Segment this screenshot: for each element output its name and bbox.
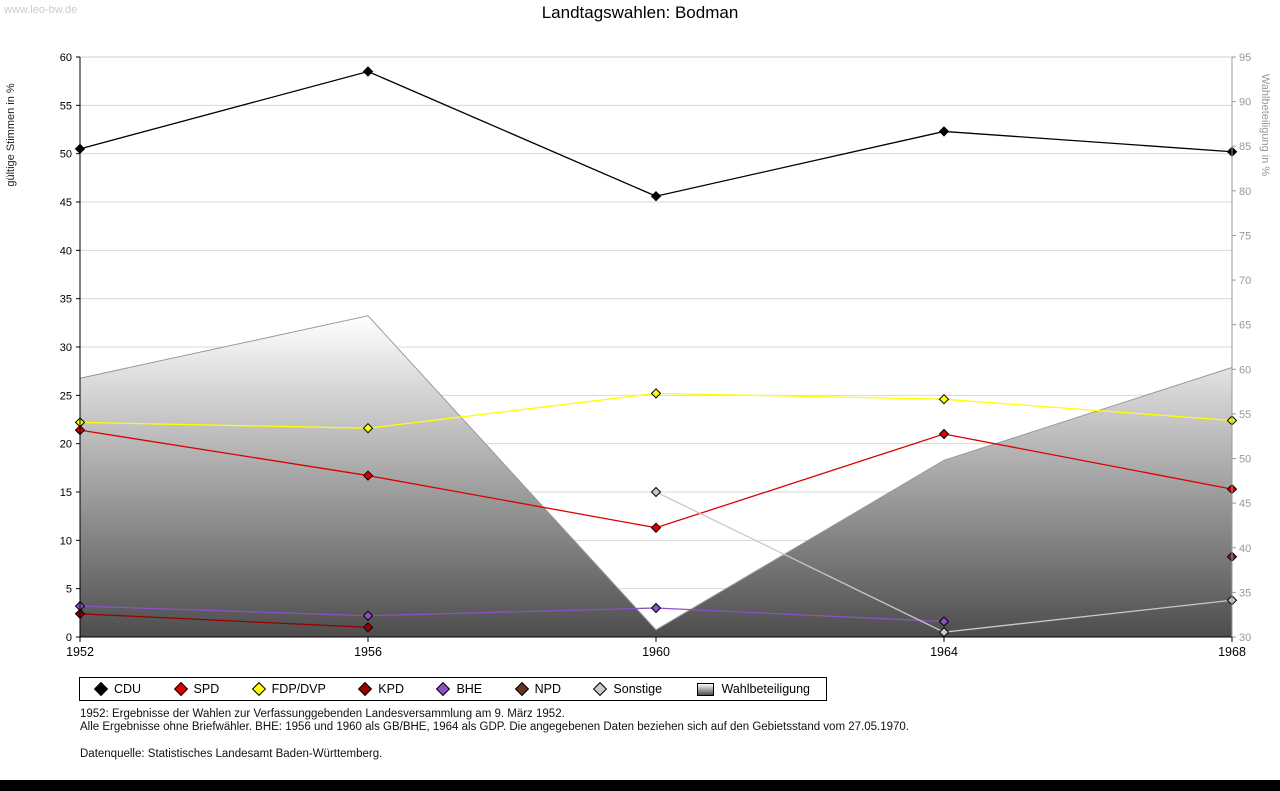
legend-diamond-icon bbox=[251, 681, 266, 697]
legend-area-swatch bbox=[696, 682, 714, 696]
svg-text:20: 20 bbox=[60, 439, 72, 451]
footer-bar bbox=[0, 780, 1280, 791]
svg-text:45: 45 bbox=[60, 197, 72, 209]
legend-diamond-icon bbox=[358, 681, 373, 697]
series-BHE bbox=[74, 600, 950, 627]
legend-label: KPD bbox=[378, 682, 404, 696]
data-source-note: Datenquelle: Statistisches Landesamt Bad… bbox=[80, 748, 383, 760]
svg-text:45: 45 bbox=[1239, 498, 1251, 510]
svg-text:40: 40 bbox=[1239, 543, 1251, 555]
svg-text:40: 40 bbox=[60, 245, 72, 257]
svg-text:35: 35 bbox=[60, 294, 72, 306]
svg-text:50: 50 bbox=[1239, 454, 1251, 466]
svg-text:30: 30 bbox=[1239, 632, 1251, 644]
marker-SPD bbox=[938, 428, 950, 440]
series-Sonstige bbox=[650, 486, 1238, 638]
svg-text:55: 55 bbox=[1239, 409, 1251, 421]
marker-CDU bbox=[362, 66, 374, 77]
marker-SPD bbox=[362, 470, 374, 481]
marker-FDP/DVP bbox=[362, 422, 374, 434]
legend-item-SPD: SPD bbox=[173, 681, 220, 697]
chart-legend: CDU SPD FDP/DVP KPD BHE NPD Sonstige Wahlbeteil… bbox=[79, 677, 827, 701]
footnote-2: Alle Ergebnisse ohne Briefwähler. BHE: 1… bbox=[80, 721, 909, 733]
series-CDU bbox=[74, 66, 1238, 202]
svg-text:30: 30 bbox=[60, 342, 72, 354]
legend-label: CDU bbox=[114, 682, 142, 696]
svg-text:1964: 1964 bbox=[930, 645, 958, 659]
legend-item-FDP-DVP: FDP/DVP bbox=[251, 681, 326, 697]
legend-item-BHE: BHE bbox=[436, 681, 483, 697]
legend-diamond-icon bbox=[593, 681, 608, 697]
svg-text:60: 60 bbox=[60, 52, 72, 64]
footnote-1: 1952: Ergebnisse der Wahlen zur Verfassu… bbox=[80, 708, 565, 720]
election-chart: 0 5 10 15 20 25 30 35 40 45 50 55 60 30 35 40 45 50 55 60 65… bbox=[5, 52, 1271, 659]
marker-BHE bbox=[650, 602, 662, 614]
marker-BHE bbox=[938, 616, 950, 627]
legend-label: BHE bbox=[456, 682, 483, 696]
legend-label: Sonstige bbox=[613, 682, 663, 696]
legend-diamond-icon bbox=[173, 681, 188, 697]
svg-text:80: 80 bbox=[1239, 186, 1251, 198]
legend-label: NPD bbox=[534, 682, 561, 696]
svg-text:90: 90 bbox=[1239, 97, 1251, 109]
legend-label: Wahlbeteiligung bbox=[721, 682, 810, 696]
svg-text:15: 15 bbox=[60, 487, 72, 499]
svg-text:35: 35 bbox=[1239, 587, 1251, 599]
svg-text:70: 70 bbox=[1239, 275, 1251, 287]
svg-text:1952: 1952 bbox=[66, 645, 94, 659]
svg-text:55: 55 bbox=[60, 100, 72, 112]
area-wahlbeteiligung bbox=[80, 315, 1232, 637]
marker-BHE bbox=[362, 610, 374, 621]
legend-diamond-icon bbox=[514, 681, 529, 697]
svg-text:95: 95 bbox=[1239, 52, 1251, 64]
marker-CDU bbox=[650, 190, 662, 202]
right-axis-title: Wahlbeteiligung in % bbox=[1259, 74, 1271, 177]
svg-text:5: 5 bbox=[66, 584, 72, 596]
marker-CDU bbox=[938, 126, 950, 137]
svg-text:60: 60 bbox=[1239, 364, 1251, 376]
svg-text:10: 10 bbox=[60, 535, 72, 547]
svg-text:65: 65 bbox=[1239, 320, 1251, 332]
legend-label: SPD bbox=[193, 682, 220, 696]
legend-label: FDP/DVP bbox=[271, 682, 326, 696]
left-axis-title: gültige Stimmen in % bbox=[5, 83, 17, 187]
marker-SPD bbox=[650, 522, 662, 533]
legend-item-KPD: KPD bbox=[358, 681, 404, 697]
svg-text:0: 0 bbox=[66, 632, 72, 644]
svg-text:1968: 1968 bbox=[1218, 645, 1246, 659]
legend-diamond-icon bbox=[93, 681, 109, 697]
marker-FDP/DVP bbox=[938, 393, 950, 405]
legend-diamond-icon bbox=[436, 681, 451, 697]
marker-KPD bbox=[362, 622, 374, 633]
legend-item-Wahlbeteiligung: Wahlbeteiligung bbox=[696, 682, 810, 696]
svg-text:85: 85 bbox=[1239, 141, 1251, 153]
series-SPD bbox=[74, 424, 1238, 533]
legend-item-Sonstige: Sonstige bbox=[593, 681, 663, 697]
watermark: www.leo-bw.de bbox=[4, 4, 78, 16]
left-axis: 0 5 10 15 20 25 30 35 40 45 50 55 60 bbox=[60, 52, 80, 644]
x-axis: 1952 1956 1960 1964 1968 bbox=[66, 637, 1246, 659]
right-axis: 30 35 40 45 50 55 60 65 70 75 80 85 90 95 bbox=[1232, 52, 1251, 644]
legend-item-CDU: CDU bbox=[93, 681, 142, 697]
legend-item-NPD: NPD bbox=[514, 681, 561, 697]
svg-text:75: 75 bbox=[1239, 230, 1251, 242]
svg-text:1956: 1956 bbox=[354, 645, 382, 659]
svg-text:1960: 1960 bbox=[642, 645, 670, 659]
svg-text:50: 50 bbox=[60, 149, 72, 161]
svg-text:25: 25 bbox=[60, 390, 72, 402]
chart-title: Landtagswahlen: Bodman bbox=[541, 3, 739, 22]
marker-FDP/DVP bbox=[650, 388, 662, 399]
marker-Sonstige bbox=[650, 486, 662, 498]
